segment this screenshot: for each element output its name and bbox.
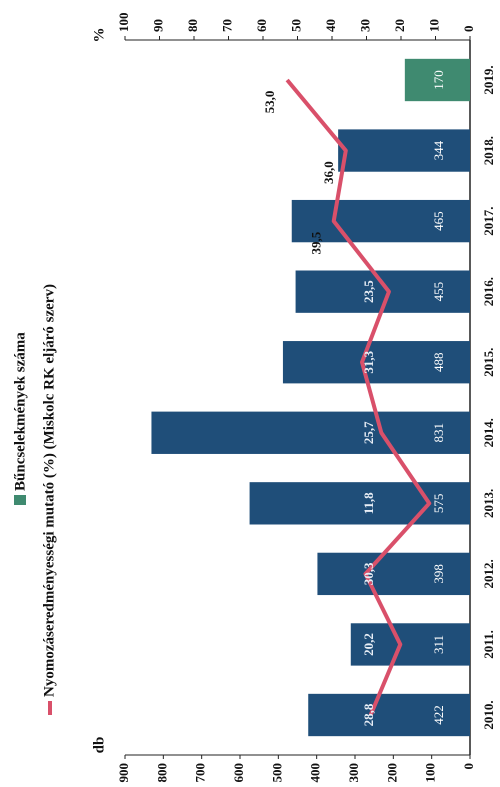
bar-value-label: 170 xyxy=(431,70,446,90)
rotated-chart: db % 0 100 200 300 400 500 600 700 800 900 0 10 20 30… xyxy=(12,13,496,783)
bar-value-label: 455 xyxy=(431,282,446,302)
bar xyxy=(308,693,470,737)
legend-swatch xyxy=(14,495,26,505)
bar xyxy=(249,482,470,525)
bar xyxy=(295,270,471,313)
y-tick-label: 100 xyxy=(423,763,438,783)
bar-value-label: 422 xyxy=(431,705,446,725)
legend-label: Nyomozáseredményességi mutató (%) (Misko… xyxy=(41,284,57,697)
y-tick-label: 0 xyxy=(461,763,476,770)
line xyxy=(285,78,432,716)
x-tick-label: 2017. xyxy=(481,206,496,235)
y-tick-label: 200 xyxy=(384,763,399,783)
x-tick-label: 2012. xyxy=(481,559,496,588)
bar xyxy=(404,58,471,102)
y2-tick-label: 50 xyxy=(288,19,303,32)
y-tick-label: 500 xyxy=(269,763,284,783)
legend-label: Bűncselekmények száma xyxy=(12,332,28,491)
y2-tick-label: 70 xyxy=(219,19,234,32)
bar xyxy=(317,552,470,596)
y-tick-label: 600 xyxy=(231,763,246,783)
x-tick-label: 2015. xyxy=(481,348,496,377)
line-value-label: 25,7 xyxy=(361,421,376,444)
line-value-label: 36,0 xyxy=(321,161,336,184)
bar-value-label: 831 xyxy=(431,423,446,443)
line-value-label: 11,8 xyxy=(361,492,376,515)
y2-tick-label: 30 xyxy=(357,19,372,32)
x-tick-label: 2013. xyxy=(481,489,496,518)
y2-tick-label: 40 xyxy=(323,19,338,32)
line-value-label: 30,3 xyxy=(361,562,376,585)
x-tick-label: 2018. xyxy=(481,136,496,165)
y2-tick-label: 10 xyxy=(426,19,441,32)
x-tick-label: 2019. xyxy=(481,65,496,94)
bar-value-label: 488 xyxy=(431,352,446,372)
bar xyxy=(282,341,470,384)
line-value-label: 31,3 xyxy=(361,350,376,373)
bar-value-label: 311 xyxy=(431,635,446,654)
line-value-label: 53,0 xyxy=(262,91,277,114)
x-tick-label: 2011. xyxy=(481,630,496,659)
bar-value-label: 465 xyxy=(431,211,446,231)
bar xyxy=(338,129,470,172)
y2-tick-label: 80 xyxy=(185,19,200,32)
y2-axis-title: % xyxy=(91,28,107,43)
bar-value-label: 575 xyxy=(431,494,446,514)
y2-tick-label: 0 xyxy=(461,26,476,33)
y-tick-label: 400 xyxy=(308,763,323,783)
x-tick-label: 2010. xyxy=(481,700,496,729)
x-tick-label: 2016. xyxy=(481,277,496,306)
line-value-label: 20,2 xyxy=(361,633,376,656)
y-tick-label: 300 xyxy=(346,763,361,783)
y-axis-title: db xyxy=(91,737,107,754)
line-value-label: 28,8 xyxy=(361,703,376,726)
bar xyxy=(350,623,470,666)
bar-value-label: 344 xyxy=(431,140,446,160)
line-value-label: 23,5 xyxy=(361,280,376,303)
line-value-label: 39,5 xyxy=(309,231,324,254)
x-tick-label: 2014. xyxy=(481,418,496,447)
bar-value-label: 398 xyxy=(431,564,446,584)
y-tick-label: 900 xyxy=(116,763,131,783)
y2-tick-label: 100 xyxy=(116,13,131,33)
y2-tick-label: 20 xyxy=(392,19,407,32)
bar xyxy=(151,411,470,454)
y-tick-label: 700 xyxy=(193,763,208,783)
y-tick-label: 800 xyxy=(154,763,169,783)
y2-tick-label: 90 xyxy=(150,19,165,32)
y2-tick-label: 60 xyxy=(254,19,269,32)
